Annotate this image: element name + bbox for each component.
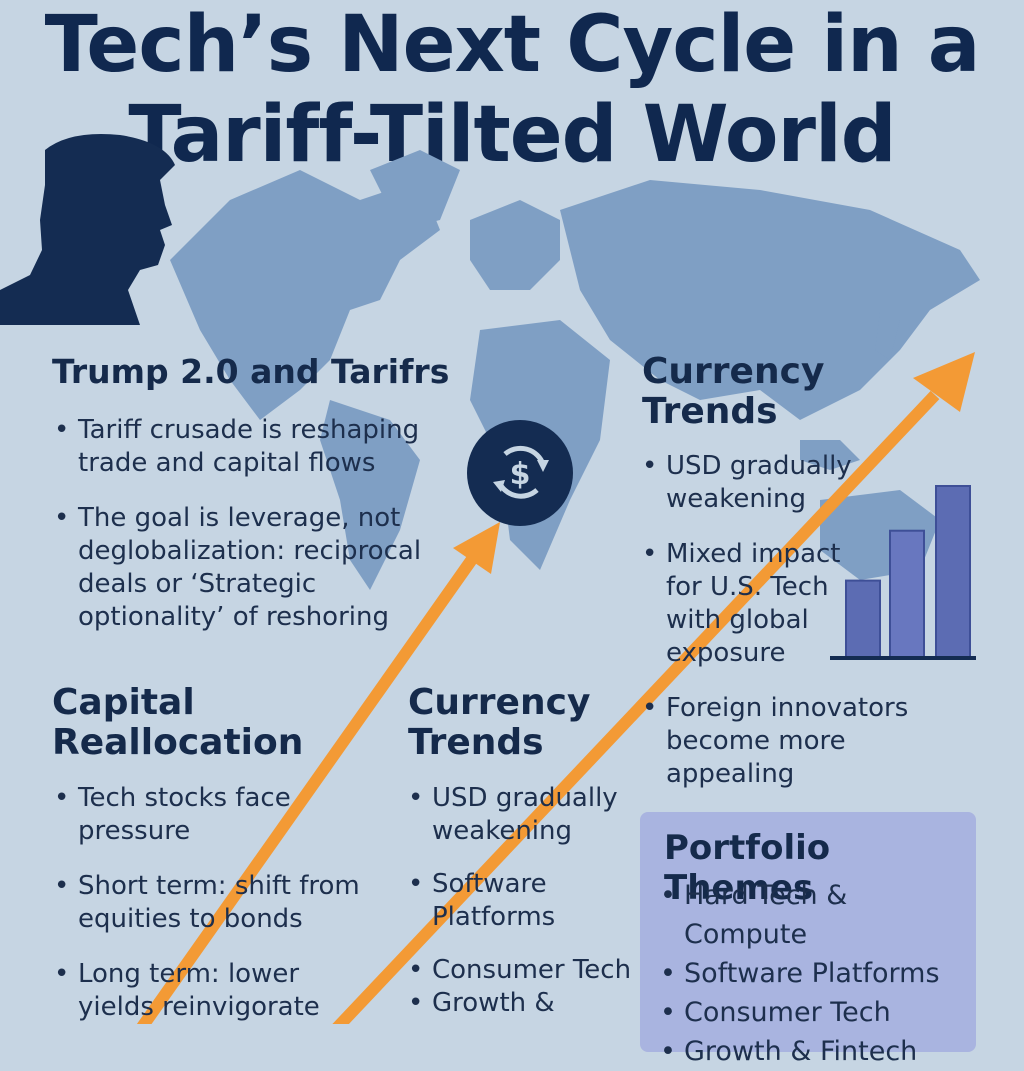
list-item: USD gradually weakening <box>640 450 866 516</box>
bar-2 <box>889 529 925 659</box>
dollar-cycle-icon: $ <box>467 420 573 526</box>
asia-shape <box>560 180 980 420</box>
list-item: Consumer Tech <box>658 993 976 1032</box>
currency-trends-list-right: USD gradually weakening Mixed impact for… <box>640 450 940 813</box>
list-item: Mixed impact for U.S. Tech with global e… <box>640 538 846 670</box>
list-item: Foreign innovators become more appealing <box>640 692 940 791</box>
title-line-2: Tariff-Tilted World <box>128 90 896 180</box>
list-item: Growth & Fintech <box>658 1032 976 1071</box>
greenland-shape <box>370 150 460 230</box>
bar-1 <box>845 579 881 659</box>
list-item: Hard Tech & Compute <box>658 876 976 954</box>
list-item: Software Platforms <box>658 954 976 993</box>
list-item: Tariff crusade is reshaping trade and ca… <box>52 414 452 480</box>
list-item: Consumer Tech <box>406 954 636 987</box>
svg-text:$: $ <box>510 457 531 492</box>
currency-trends-heading-right: Currency Trends <box>642 351 825 432</box>
arrow-left-head <box>453 522 500 574</box>
bar-3 <box>935 485 971 659</box>
arrow-right-head <box>913 352 975 412</box>
currency-trends-list-middle: USD gradually weakening Software Platfor… <box>406 782 636 1020</box>
currency-trends-heading-middle: Currency Trends <box>408 682 591 763</box>
list-item: Software Platforms <box>406 868 592 934</box>
capital-reallocation-list: Tech stocks face pressure Short term: sh… <box>52 782 382 1046</box>
list-item: Short term: shift from equities to bonds <box>52 870 382 936</box>
list-item: Tech stocks face pressure <box>52 782 382 848</box>
list-item: USD gradually weakening <box>406 782 636 848</box>
bar-chart-icon <box>830 485 976 660</box>
world-map <box>170 150 980 590</box>
portfolio-themes-panel: Portfolio Themes Hard Tech & Compute Sof… <box>640 812 976 1071</box>
portfolio-themes-list: Hard Tech & Compute Software Platforms C… <box>658 876 976 1071</box>
page-title: Tech’s Next Cycle in a Tariff-Tilted Wor… <box>0 0 1024 180</box>
europe-shape <box>470 200 560 290</box>
north-america-shape <box>170 170 440 420</box>
capital-reallocation-heading: Capital Reallocation <box>52 682 304 763</box>
trump-tariffs-list: Tariff crusade is reshaping trade and ca… <box>52 414 452 656</box>
japan-shape <box>875 310 900 360</box>
list-item: The goal is leverage, not deglobalizatio… <box>52 502 452 634</box>
title-line-1: Tech’s Next Cycle in a <box>44 0 981 90</box>
list-item: Long term: lower yields reinvigorate <box>52 958 382 1024</box>
trump-tariffs-heading: Trump 2.0 and Tarifrs <box>52 352 450 391</box>
list-item: Growth & <box>406 987 636 1020</box>
person-silhouette-icon <box>0 134 175 325</box>
